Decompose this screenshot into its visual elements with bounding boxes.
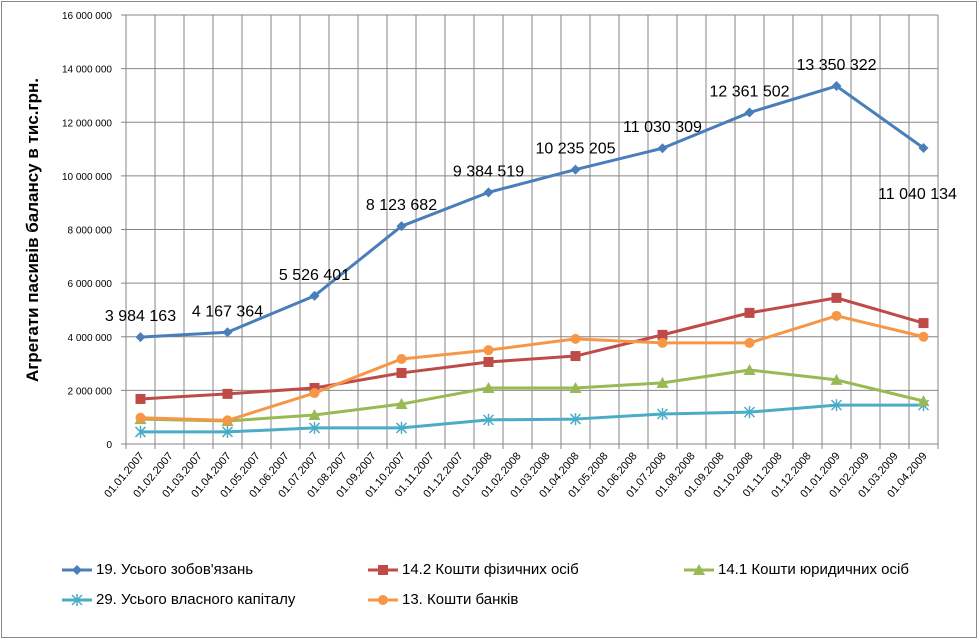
data-point: [396, 354, 407, 365]
legend-marker-square-icon: [368, 564, 398, 575]
data-point: [657, 329, 668, 340]
data-point: [396, 221, 407, 232]
legend-marker-triangle-icon: [684, 563, 714, 575]
data-label: 10 235 205: [535, 141, 615, 158]
legend-label: 13. Кошти банків: [402, 591, 519, 608]
data-point: [743, 363, 756, 375]
data-point: [570, 351, 581, 362]
data-point: [656, 376, 669, 388]
data-point: [483, 345, 494, 356]
legend-label: 14.1 Кошти юридичних осіб: [718, 561, 909, 578]
legend-label: 29. Усього власного капіталу: [96, 591, 296, 608]
data-label: 5 526 401: [279, 267, 350, 284]
series-line-4: [140, 314, 924, 422]
data-label: 12 361 502: [709, 84, 789, 101]
data-point: [657, 337, 668, 348]
y-tick-label: 10 000 000: [62, 172, 112, 183]
series-line-0: [140, 84, 925, 339]
data-point: [831, 292, 842, 303]
data-point: [395, 421, 408, 434]
y-tick-label: 16 000 000: [62, 11, 112, 22]
data-point: [135, 332, 146, 343]
data-point: [309, 290, 320, 301]
legend-item-1: 14.2 Кошти фізичних осіб: [368, 561, 579, 578]
y-tick-label: 8 000 000: [68, 226, 113, 237]
data-point: [221, 425, 234, 438]
data-label: 8 123 682: [366, 197, 437, 214]
legend-marker-circle-icon: [368, 594, 398, 605]
data-point: [918, 142, 929, 153]
data-point: [569, 381, 582, 393]
legend-marker-diamond-icon: [62, 564, 92, 575]
data-point: [744, 307, 755, 318]
y-tick-label: 4 000 000: [68, 333, 113, 344]
data-point: [570, 164, 581, 175]
data-point: [482, 413, 495, 426]
data-point: [222, 327, 233, 338]
legend-label: 14.2 Кошти фізичних осіб: [402, 561, 579, 578]
legend-label: 19. Усього зобов'язань: [96, 561, 254, 578]
data-point: [395, 398, 408, 410]
data-label: 3 984 163: [105, 308, 176, 325]
data-point: [135, 393, 146, 404]
data-point: [222, 388, 233, 399]
data-point: [396, 367, 407, 378]
legend-item-0: 19. Усього зобов'язань: [62, 561, 253, 578]
data-point: [743, 406, 756, 419]
y-tick-label: 12 000 000: [62, 118, 112, 129]
data-point: [482, 381, 495, 393]
data-point: [483, 356, 494, 367]
data-label: 11 030 309: [623, 119, 702, 136]
y-tick-label: 6 000 000: [68, 279, 113, 290]
data-point: [657, 143, 668, 154]
legend-marker-star-icon: [62, 593, 92, 606]
data-point: [309, 388, 320, 399]
data-point: [135, 412, 146, 423]
data-point: [744, 337, 755, 348]
data-point: [134, 425, 147, 438]
data-point: [308, 421, 321, 434]
data-point: [831, 310, 842, 321]
data-label: 13 350 322: [796, 57, 876, 74]
data-point: [570, 333, 581, 344]
data-point: [483, 187, 494, 198]
legend-item-2: 14.1 Кошти юридичних осіб: [684, 561, 909, 578]
series-line-3: [140, 403, 924, 434]
legend-item-3: 29. Усього власного капіталу: [62, 591, 295, 608]
series-line-2: [140, 368, 924, 423]
data-point: [830, 373, 843, 385]
data-point: [222, 415, 233, 426]
data-point: [917, 395, 930, 407]
data-label: 11 040 134: [878, 186, 957, 203]
y-tick-label: 2 000 000: [68, 386, 113, 397]
y-tick-label: 0: [106, 440, 112, 451]
data-point: [831, 81, 842, 92]
data-point: [918, 318, 929, 329]
data-point: [918, 331, 929, 342]
data-point: [308, 409, 321, 421]
data-point: [744, 107, 755, 118]
data-point: [569, 413, 582, 426]
data-point: [656, 407, 669, 420]
legend-item-4: 13. Кошти банків: [368, 591, 518, 608]
y-axis-label: Агрегати пасивів балансу в тис.грн.: [23, 78, 42, 382]
data-label: 9 384 519: [453, 163, 524, 180]
data-point: [309, 382, 320, 393]
series-line-1: [140, 296, 924, 401]
y-tick-label: 14 000 000: [62, 65, 112, 76]
data-label: 4 167 364: [192, 303, 263, 320]
data-point: [830, 399, 843, 412]
